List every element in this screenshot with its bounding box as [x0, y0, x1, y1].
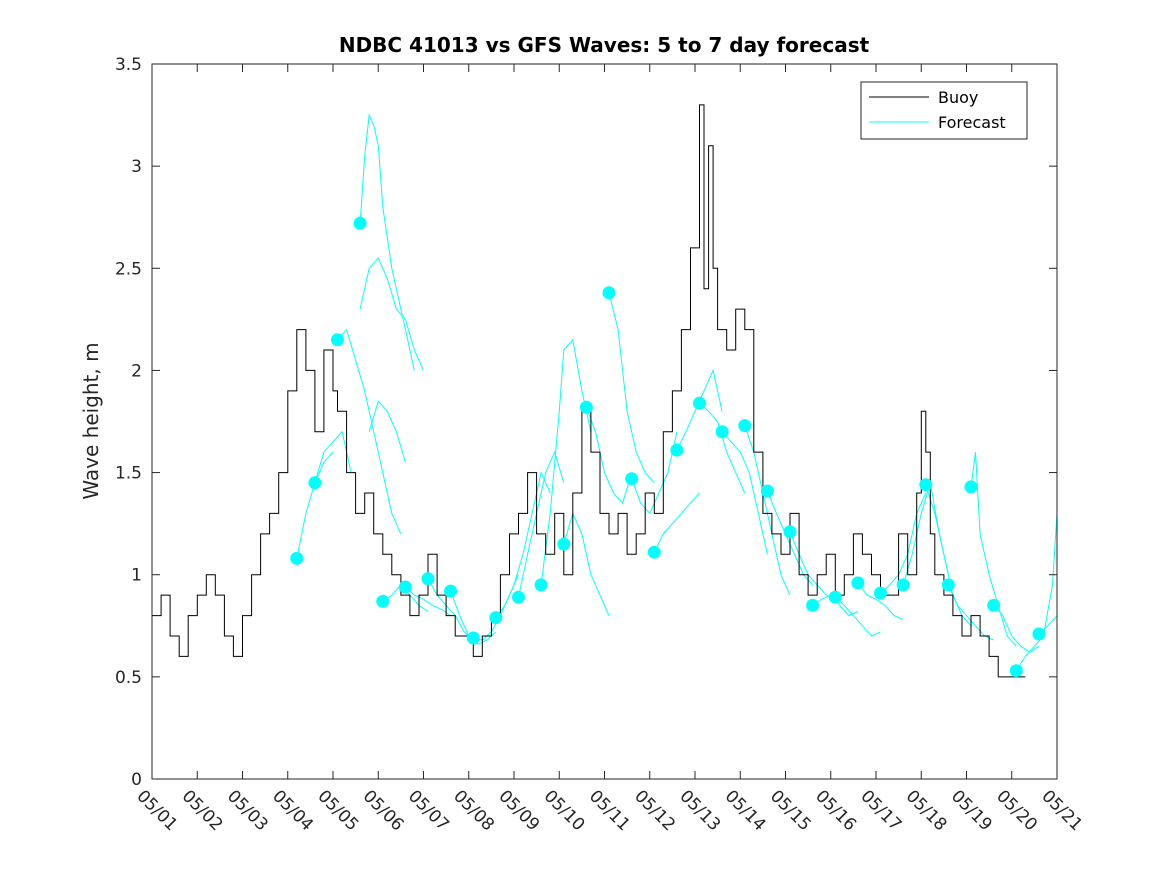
forecast-marker — [738, 419, 752, 433]
forecast-line — [359, 257, 424, 371]
x-tick-label: 05/14 — [721, 786, 770, 835]
x-tick-label: 05/20 — [992, 786, 1041, 835]
x-tick-label: 05/16 — [811, 786, 860, 835]
forecast-line — [337, 328, 402, 535]
plot-area — [152, 64, 1057, 779]
forecast-line — [721, 431, 768, 555]
forecast-line — [857, 582, 904, 621]
forecast-marker — [534, 578, 548, 592]
y-tick-label: 0 — [131, 770, 142, 790]
legend-buoy-label: Buoy — [938, 88, 978, 107]
x-tick-label: 05/21 — [1037, 786, 1086, 835]
forecast-line — [970, 452, 1017, 647]
forecast-marker — [398, 580, 412, 594]
forecast-marker — [290, 551, 304, 565]
x-tick-label: 05/05 — [313, 786, 362, 835]
y-tick-label: 1.5 — [115, 464, 142, 484]
y-tick-label: 2 — [131, 361, 142, 381]
x-tick-label: 05/02 — [178, 786, 227, 835]
y-tick-label: 2.5 — [115, 259, 142, 279]
forecast-marker — [444, 584, 458, 598]
forecast-marker — [579, 400, 593, 414]
y-axis-label: Wave height, m — [79, 342, 103, 499]
chart-title: NDBC 41013 vs GFS Waves: 5 to 7 day fore… — [339, 33, 870, 57]
x-tick-label: 05/10 — [540, 786, 589, 835]
y-tick-label: 3 — [131, 157, 142, 177]
forecast-marker — [466, 631, 480, 645]
legend-forecast-label: Forecast — [938, 113, 1006, 132]
x-tick-label: 05/07 — [404, 786, 453, 835]
legend-box — [860, 81, 1028, 140]
forecast-line — [925, 484, 972, 627]
forecast-marker — [353, 216, 367, 230]
forecast-line — [405, 586, 451, 617]
y-tick-label: 0.5 — [115, 668, 142, 688]
forecast-line — [585, 407, 633, 505]
forecast-marker — [896, 578, 910, 592]
forecast-line — [314, 430, 352, 483]
forecast-line — [653, 492, 700, 553]
forecast-marker — [308, 476, 322, 490]
forecast-line — [1015, 513, 1058, 671]
forecast-line — [880, 492, 927, 594]
forecast-marker — [828, 590, 842, 604]
x-tick-label: 05/01 — [132, 786, 181, 835]
forecast-marker — [1009, 664, 1023, 678]
x-tick-label: 05/09 — [494, 786, 543, 835]
forecast-marker — [987, 598, 1001, 612]
forecast-marker — [331, 333, 344, 347]
forecast-marker — [851, 576, 865, 590]
forecast-marker — [1032, 627, 1046, 641]
y-tick-label: 3.5 — [115, 55, 142, 75]
forecast-marker — [421, 572, 435, 586]
x-tick-label: 05/11 — [585, 786, 634, 835]
forecast-line — [427, 578, 474, 641]
x-tick-label: 05/15 — [766, 786, 815, 835]
forecast-marker — [874, 586, 887, 600]
x-tick-label: 05/13 — [675, 786, 724, 835]
forecast-line — [608, 292, 655, 484]
forecast-line — [540, 338, 592, 585]
forecast-line — [789, 531, 836, 600]
x-tick-label: 05/04 — [268, 786, 317, 835]
forecast-marker — [557, 537, 571, 551]
x-tick-label: 05/08 — [449, 786, 498, 835]
forecast-line — [495, 471, 551, 618]
x-tick-label: 05/03 — [223, 786, 272, 835]
forecast-marker — [512, 590, 525, 604]
forecast-line — [518, 450, 565, 598]
forecast-marker — [919, 478, 933, 492]
forecast-marker — [670, 443, 684, 457]
forecast-line — [368, 400, 406, 463]
legend: Buoy Forecast — [860, 81, 1028, 140]
x-tick-label: 05/06 — [359, 786, 408, 835]
x-tick-label: 05/19 — [947, 786, 996, 835]
forecast-line — [563, 511, 610, 616]
forecast-marker — [806, 598, 820, 612]
forecast-line — [993, 605, 1040, 653]
forecast-marker — [760, 484, 774, 498]
forecast-marker — [693, 396, 706, 410]
x-tick-label: 05/12 — [630, 786, 679, 835]
forecast-line — [834, 596, 881, 637]
y-axis: 0 0.5 1 1.5 2 2.5 3 3.5 — [115, 55, 1057, 790]
forecast-marker — [625, 472, 639, 486]
forecast-marker — [647, 545, 661, 559]
y-tick-label: 1 — [131, 566, 142, 586]
forecast-marker — [941, 578, 955, 592]
forecast-marker — [783, 525, 797, 539]
x-tick-label: 05/17 — [856, 786, 905, 835]
forecast-marker — [376, 594, 390, 608]
forecast-marker — [715, 425, 729, 439]
x-tick-label: 05/18 — [902, 786, 951, 835]
forecast-line — [359, 113, 415, 371]
forecast-markers — [290, 216, 1046, 678]
forecast-marker — [602, 286, 616, 300]
forecast-marker — [964, 480, 978, 494]
forecast-marker — [489, 611, 503, 625]
